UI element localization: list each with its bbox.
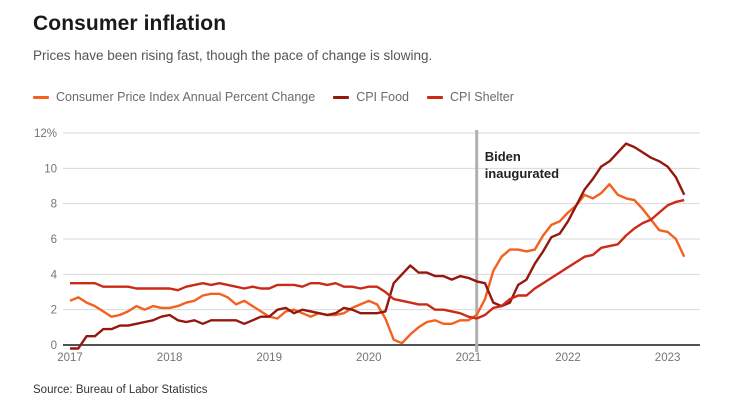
legend-label: CPI Food	[356, 90, 409, 104]
legend-item-0: Consumer Price Index Annual Percent Chan…	[33, 90, 315, 104]
legend-label: CPI Shelter	[450, 90, 514, 104]
legend-item-2: CPI Shelter	[427, 90, 514, 104]
source-note: Source: Bureau of Labor Statistics	[33, 384, 208, 396]
series-line-1	[70, 142, 686, 350]
legend: Consumer Price Index Annual Percent Chan…	[33, 90, 514, 104]
y-tick-label: 2	[51, 305, 57, 317]
y-tick-label: 6	[51, 234, 57, 246]
y-tick-label: 12%	[34, 128, 57, 140]
y-tick-label: 4	[51, 269, 58, 281]
x-tick-label: 2020	[356, 352, 382, 364]
legend-label: Consumer Price Index Annual Percent Chan…	[56, 90, 316, 104]
legend-swatch-icon	[333, 95, 350, 99]
chart-title: Consumer inflation	[33, 12, 227, 35]
chart-canvas: 0 2 4 6 8 10 12% 2017 2018 2019 2020 2021 2022 2023 Bi…	[34, 128, 700, 364]
x-tick-label: 2023	[655, 352, 681, 364]
y-tick-label: 0	[51, 340, 57, 352]
x-tick-label: 2018	[157, 352, 183, 364]
legend-item-1: CPI Food	[333, 90, 409, 104]
biden-inaugurated-label: Biden	[485, 149, 521, 164]
x-tick-label: 2022	[555, 352, 581, 364]
chart-subtitle: Prices have been rising fast, though the…	[33, 48, 433, 63]
legend-swatch-icon	[33, 95, 49, 99]
line-chart: 0 2 4 6 8 10 12% 2017 2018 2019 2020 2021 2022 2023 Bi…	[0, 123, 745, 383]
biden-inaugurated-label: inaugurated	[485, 166, 559, 181]
x-tick-label: 2019	[256, 352, 282, 364]
x-tick-label: 2017	[57, 352, 83, 364]
series-line-0	[69, 183, 686, 345]
legend-swatch-icon	[427, 95, 443, 99]
y-tick-label: 10	[44, 163, 57, 175]
x-tick-label: 2021	[456, 352, 482, 364]
series-line-2	[70, 198, 685, 320]
y-tick-label: 8	[51, 199, 57, 211]
